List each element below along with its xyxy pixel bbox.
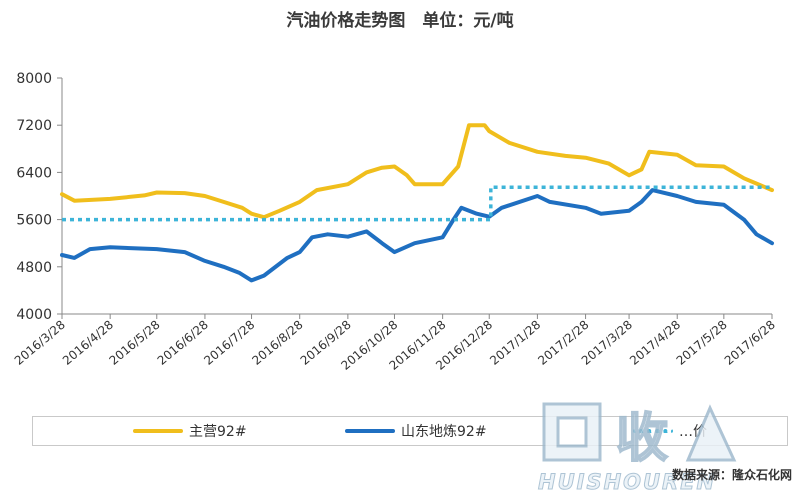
legend-swatch-shandong-92 <box>345 429 395 433</box>
x-tick-label: 2017/6/28 <box>722 318 778 368</box>
watermark-text: HUISHOUREN <box>537 470 717 495</box>
x-tick-label: 2016/6/28 <box>155 318 211 368</box>
watermark-mark: 收 <box>616 409 668 469</box>
legend-swatch-price <box>633 429 673 433</box>
y-tick-label: 8000 <box>16 71 52 87</box>
x-tick-label: 2016/4/28 <box>60 318 116 368</box>
legend-label-mainstream-92: 主营92# <box>189 424 247 440</box>
x-tick-label: 2017/4/28 <box>627 318 683 368</box>
x-tick-label: 2016/7/28 <box>201 318 257 368</box>
x-tick-label: 2016/3/28 <box>12 318 68 368</box>
data-source: 数据来源：隆众石化网 <box>671 468 792 482</box>
watermark-logo: 收 <box>542 402 737 470</box>
x-tick-label: 2017/1/28 <box>487 318 543 368</box>
x-tick-label: 2016/8/28 <box>249 318 305 368</box>
legend-swatch-mainstream-92 <box>133 429 183 433</box>
legend-item-shandong-92: 山东地炼92# <box>345 417 487 445</box>
y-tick-label: 4800 <box>16 260 52 276</box>
legend-item-mainstream-92: 主营92# <box>133 417 247 445</box>
watermark: 收 HUISHOUREN <box>537 398 748 498</box>
series-line-2 <box>62 185 772 222</box>
y-tick-label: 4000 <box>16 307 52 323</box>
series-line-1 <box>60 188 774 283</box>
chart-legend: 主营92# 山东地炼92# …价 <box>32 416 788 446</box>
y-tick-label: 7200 <box>16 118 52 134</box>
y-tick-label: 5600 <box>16 213 52 229</box>
series-line-0 <box>60 123 774 220</box>
x-tick-label: 2016/5/28 <box>107 318 163 368</box>
x-tick-label: 2017/5/28 <box>674 318 730 368</box>
legend-label-shandong-92: 山东地炼92# <box>401 424 487 440</box>
chart-title: 汽油价格走势图 单位：元/吨 <box>286 11 514 31</box>
y-tick-label: 6400 <box>16 165 52 181</box>
